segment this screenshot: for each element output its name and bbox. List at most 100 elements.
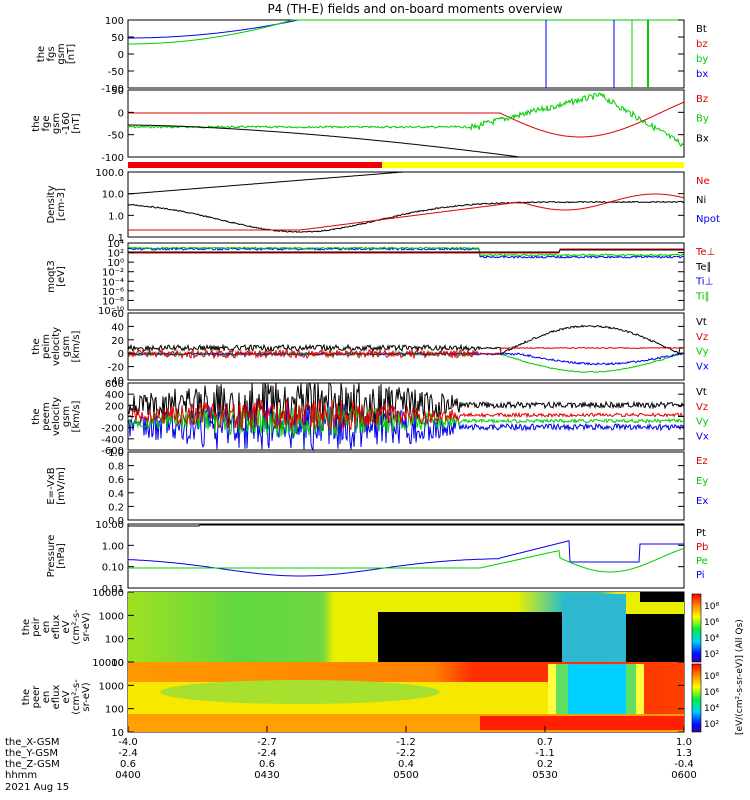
pressure-pi bbox=[128, 540, 684, 577]
y-tick-label: 10 bbox=[111, 658, 124, 669]
x-axis-annotations: the_X-GSM the_Y-GSM the_Z-GSM hhmm 2021 … bbox=[5, 726, 697, 793]
y-axis-label-line: (cm²-s- bbox=[71, 679, 82, 715]
x-label-hhmm: hhmm bbox=[5, 770, 37, 781]
pressure-pt bbox=[128, 524, 684, 527]
series-layer bbox=[127, 19, 685, 577]
y-axis-label-line: [eV] bbox=[56, 266, 67, 287]
y-tick-label: 40 bbox=[111, 322, 124, 333]
y-axis-label-line: peir bbox=[31, 616, 42, 636]
y-axis-label-line: sr-eV) bbox=[81, 682, 92, 711]
y-axis-label-line: moqt3 bbox=[46, 260, 57, 293]
x-label-y-gsm: the_Y-GSM bbox=[5, 748, 58, 759]
y-axis-label-line: [mV/m] bbox=[56, 467, 67, 505]
y-axis-label-line: the bbox=[31, 408, 42, 424]
legend-by: by bbox=[696, 54, 708, 65]
legend-Vx: Vx bbox=[696, 361, 709, 372]
y-tick-label: 10² bbox=[107, 249, 124, 260]
x-tick-t: 0430 bbox=[254, 770, 279, 781]
peir-spectrogram bbox=[128, 592, 684, 662]
y-tick-label: 10⁴ bbox=[107, 239, 124, 250]
y-tick-label: 1.00 bbox=[102, 541, 124, 552]
temp-te bbox=[128, 248, 684, 254]
y-axis-label-line: [cm-3] bbox=[56, 188, 67, 221]
x-tick-x: -1.2 bbox=[396, 737, 416, 748]
y-tick-label: 10⁻⁴ bbox=[102, 277, 124, 288]
panel-frame-8 bbox=[127, 523, 685, 589]
legend-bz: bz bbox=[696, 39, 708, 50]
peir-void-right bbox=[626, 614, 684, 662]
panel-frame-5 bbox=[127, 312, 685, 381]
legend-Ey: Ey bbox=[696, 476, 708, 487]
legend-Vt: Vt bbox=[696, 317, 707, 328]
y-axis-label-line: [nPa] bbox=[56, 543, 67, 569]
colorbars bbox=[691, 593, 702, 733]
legend-Pb: Pb bbox=[696, 542, 708, 553]
x-tick-x: 1.0 bbox=[676, 737, 692, 748]
x-tick-x: -4.0 bbox=[118, 737, 138, 748]
y-tick-label: 10000 bbox=[92, 588, 124, 599]
y-tick-label: -20 bbox=[108, 363, 124, 374]
colorbar-tick: 10² bbox=[704, 650, 719, 660]
y-axis-label-line: peim bbox=[41, 334, 52, 359]
peim-vt bbox=[127, 324, 685, 355]
peim-vz bbox=[127, 346, 685, 360]
peer-green-core bbox=[160, 680, 440, 704]
y-tick-label: 1000 bbox=[99, 681, 124, 692]
y-tick-label: 0.4 bbox=[108, 489, 124, 500]
peir-void bbox=[378, 612, 562, 662]
y-tick-label: 10 bbox=[111, 728, 124, 739]
colorbar-tick: 10⁴ bbox=[704, 704, 719, 714]
y-axis-label-line: E=-VxB bbox=[46, 467, 57, 504]
y-tick-label: 0.1 bbox=[108, 233, 124, 244]
y-axis-label-line: -160 bbox=[61, 112, 72, 135]
legend-Ne: Ne bbox=[696, 176, 710, 187]
legend-Te∥: Te∥ bbox=[695, 262, 712, 273]
y-axis-label-line: the bbox=[36, 46, 47, 62]
legend-Vz: Vz bbox=[696, 402, 708, 413]
colorbar-tick: 10⁶ bbox=[704, 688, 719, 698]
colorbar-upper bbox=[691, 593, 702, 663]
y-tick-label: 1.0 bbox=[108, 448, 124, 459]
peem-vz bbox=[127, 397, 685, 431]
fge-by bbox=[127, 92, 685, 148]
peim-vy bbox=[127, 350, 685, 373]
density-ni bbox=[127, 200, 685, 233]
x-tick-z: 0.4 bbox=[398, 759, 414, 770]
legend-Ti⊥: Ti⊥ bbox=[695, 277, 713, 288]
x-label-date: 2021 Aug 15 bbox=[5, 782, 69, 793]
x-tick-t: 0500 bbox=[393, 770, 418, 781]
legend-Pe: Pe bbox=[696, 556, 708, 567]
legend-Vy: Vy bbox=[696, 347, 709, 358]
y-axis-label-line: gsm bbox=[51, 113, 62, 134]
x-label-z-gsm: the_Z-GSM bbox=[5, 759, 60, 770]
pressure-pe bbox=[128, 547, 685, 573]
y-axis-label-line: Density bbox=[46, 185, 57, 223]
temp-ti bbox=[127, 247, 685, 259]
legend-Vz: Vz bbox=[696, 332, 708, 343]
y-axis-label-line: fgs bbox=[46, 46, 57, 61]
x-tick-x: 0.7 bbox=[537, 737, 553, 748]
figure-title: P4 (TH-E) fields and on-board moments ov… bbox=[267, 2, 562, 16]
y-axis-label-line: velocity bbox=[51, 327, 62, 366]
x-tick-y: -1.1 bbox=[535, 748, 555, 759]
y-tick-label: -600 bbox=[101, 446, 124, 457]
legend-Te⊥: Te⊥ bbox=[695, 247, 715, 258]
x-tick-z: 0.6 bbox=[120, 759, 136, 770]
y-tick-label: 0.6 bbox=[108, 475, 124, 486]
orbit-bar-red bbox=[128, 162, 382, 168]
panel-frame-4 bbox=[127, 242, 685, 311]
x-tick-labels: -4.0-2.40.60400-2.7-2.40.60430-1.2-2.20.… bbox=[115, 726, 697, 781]
colorbar-tick: 10⁶ bbox=[704, 618, 719, 628]
colorbar-tick: 10⁸ bbox=[704, 672, 719, 682]
y-axis-label-line: eV bbox=[61, 690, 72, 703]
y-axis-label-line: en bbox=[41, 691, 52, 704]
y-axis-label-line: velocity bbox=[51, 397, 62, 436]
y-tick-label: -400 bbox=[101, 435, 124, 446]
y-tick-label: 0.8 bbox=[108, 462, 124, 473]
x-tick-z: 0.6 bbox=[259, 759, 275, 770]
legend-Vx: Vx bbox=[696, 431, 709, 442]
y-tick-label: 0.2 bbox=[108, 502, 124, 513]
peer-spectrogram bbox=[128, 662, 684, 732]
x-tick-y: -2.4 bbox=[257, 748, 277, 759]
